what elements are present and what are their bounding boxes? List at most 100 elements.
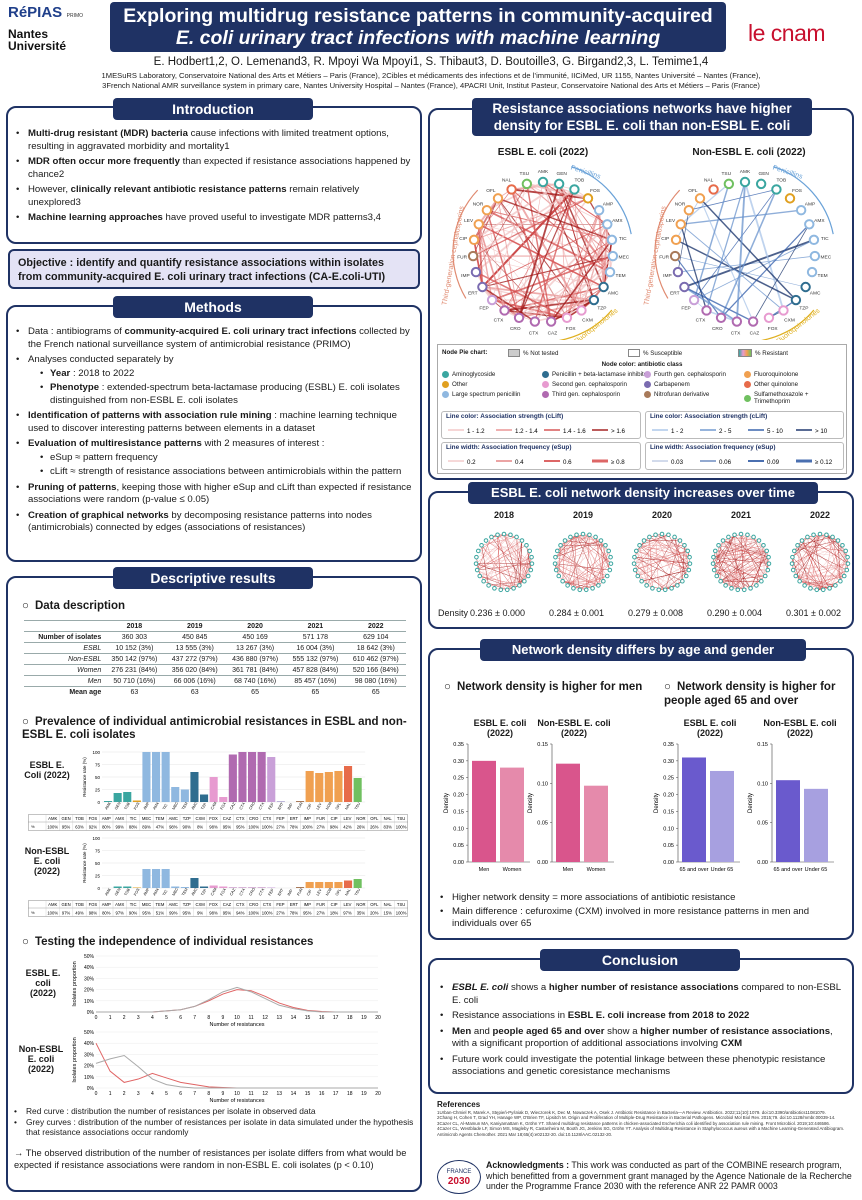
network-edge <box>655 534 678 586</box>
network-node <box>473 561 479 566</box>
x-tick-label: 3 <box>137 1015 140 1021</box>
network-edge <box>713 556 769 564</box>
network-node <box>607 567 613 573</box>
network-edge <box>567 556 611 586</box>
network-node <box>748 586 753 591</box>
network-node-label: MEC <box>619 255 630 261</box>
network-node <box>639 578 644 584</box>
density-year-network <box>473 531 535 593</box>
y-tick-label: 30% <box>84 976 95 982</box>
bar <box>238 887 247 888</box>
network-edge <box>816 545 843 590</box>
network-node <box>808 586 813 591</box>
table-cell: 97% <box>62 911 71 916</box>
network-edge <box>795 575 824 591</box>
network-edge <box>528 557 532 577</box>
class-color-icon <box>542 381 549 388</box>
network-edge <box>722 533 742 541</box>
esbl-resistance-count-chart: 0%10%20%30%40%50%0 1 2 3 4 5 6 7 8 9 10 11 12 13 14 15 1… <box>72 954 381 1028</box>
network-node <box>574 532 579 538</box>
legend-pie-title: Node Pie chart: <box>442 349 488 356</box>
network-node-label: CXM <box>784 318 795 324</box>
methods-sub-bullet: Phenotype : extended-spectrum beta-lacta… <box>40 382 414 407</box>
legend-resistant: % Resistant <box>755 349 789 357</box>
bar <box>142 869 151 888</box>
y-tick-label: 50 <box>95 775 101 780</box>
bar <box>190 878 199 888</box>
network-node-label: CIP <box>459 236 467 242</box>
network-node <box>565 583 570 588</box>
network-edge <box>486 210 505 311</box>
network-node <box>790 567 796 573</box>
network-node <box>791 548 797 554</box>
objective-box: Objective : identify and quantify resist… <box>8 249 420 289</box>
table-cell: 450 845 <box>164 631 225 643</box>
table-cell: 95% <box>62 825 71 830</box>
table-cell: 610 462 (97%) <box>345 653 406 665</box>
network-edge <box>674 536 683 582</box>
table-cell: 97% <box>116 911 125 916</box>
network-edge <box>542 181 595 301</box>
conclusion-title: Conclusion <box>540 949 740 971</box>
network-node <box>501 531 507 537</box>
network-edge <box>491 255 614 301</box>
network-node <box>511 586 516 591</box>
network-edge <box>507 556 532 590</box>
network-node <box>662 587 668 593</box>
network-node <box>790 554 795 560</box>
reference-1: 1Urban-Chmiel R, Marek A, Stępień-Pyśnia… <box>437 1110 826 1115</box>
table-cell: 100% <box>302 825 313 830</box>
table-cell: NOR <box>356 816 365 821</box>
x-tick-label: 16 <box>319 1091 325 1097</box>
x-tick-label: TSU <box>354 888 361 897</box>
table-cell: 450 169 <box>224 631 286 643</box>
network-node <box>686 567 692 573</box>
table-header: 2018 <box>104 620 165 632</box>
network-node <box>666 532 671 538</box>
network-node <box>771 184 782 195</box>
network-edge <box>524 550 530 582</box>
table-cell: 65 <box>285 686 346 698</box>
network-edge <box>714 556 769 571</box>
network-node <box>483 538 489 543</box>
x-tick-label: AMX <box>152 887 160 897</box>
network-edge <box>555 534 577 558</box>
network-node <box>840 542 845 548</box>
class-color-icon <box>542 391 549 398</box>
bar-nonesbl-age-title: Non-ESBL E. coli (2022) <box>763 718 837 738</box>
network-edge <box>516 536 520 586</box>
network-edge <box>529 550 532 571</box>
table-cell: 98% <box>209 825 218 830</box>
network-node <box>558 542 563 548</box>
methods-bullet: Evaluation of multiresistance patterns w… <box>16 438 414 479</box>
table-cell: TZP <box>183 902 191 907</box>
grey-curve-note: Grey curves : distribution of the number… <box>14 1117 414 1137</box>
network-edge <box>655 534 688 552</box>
x-tick-label: GEN <box>114 887 122 896</box>
network-node <box>679 281 690 293</box>
x-tick-label: FUR <box>296 802 303 811</box>
x-axis-label: Number of resistances <box>209 1098 264 1104</box>
network-node-label: LEV <box>666 218 676 224</box>
network-node <box>554 548 560 554</box>
network-edge <box>600 540 611 571</box>
network-edge <box>573 534 577 589</box>
network-node <box>789 561 795 566</box>
network-edge <box>792 533 821 571</box>
x-tick-label: 8 <box>207 1091 210 1097</box>
x-tick-label: CTX <box>258 888 265 897</box>
table-cell: 89% <box>142 825 151 830</box>
table-cell: 13 267 (3%) <box>224 642 286 654</box>
x-tick-label: CTX <box>239 802 246 811</box>
density-value: 0.279 ± 0.008 <box>628 608 683 618</box>
network-edge <box>718 534 735 546</box>
network-edge <box>758 540 766 577</box>
network-edge <box>731 536 754 589</box>
network-edge <box>637 575 672 589</box>
table-cell: GEN <box>62 816 71 821</box>
network-edge <box>513 540 523 589</box>
table-cell: Non-ESBL <box>24 653 105 665</box>
network-node-label: NAL <box>502 178 512 184</box>
network-node <box>468 234 480 246</box>
conclusion-bullet: ESBL E. coli shows a higher number of re… <box>440 982 844 1007</box>
